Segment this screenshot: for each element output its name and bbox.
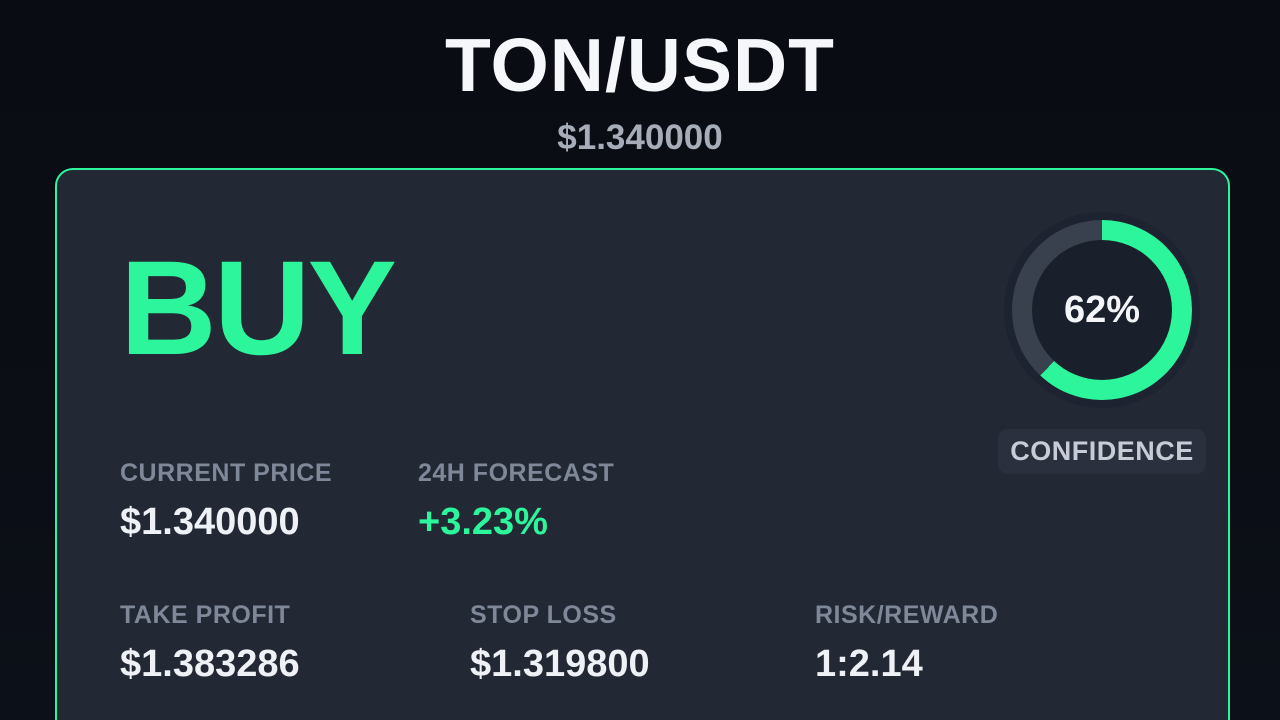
confidence-value: 62%: [1063, 288, 1141, 331]
stat-label: TAKE PROFIT: [120, 601, 291, 629]
confidence-gauge-column: 62% CONFIDENCE: [998, 220, 1206, 474]
signal-card: BUY 62% CONFIDENCE CURRENT PRICE $1.3400…: [55, 168, 1230, 720]
stat-stop-loss: STOP LOSS $1.319800: [470, 600, 815, 688]
stat-risk-reward: RISK/REWARD 1:2.14: [815, 600, 998, 688]
stat-take-profit: TAKE PROFIT $1.383286: [120, 600, 470, 688]
stat-value: $1.319800: [470, 643, 650, 685]
stat-value: $1.340000: [120, 501, 300, 543]
stat-current-price: CURRENT PRICE $1.340000: [120, 458, 418, 546]
stat-24h-forecast: 24H FORECAST +3.23%: [418, 458, 716, 546]
stat-label: 24H FORECAST: [418, 459, 615, 487]
stat-label: STOP LOSS: [470, 601, 617, 629]
stat-value: $1.383286: [120, 643, 300, 685]
stat-value: 1:2.14: [815, 643, 923, 685]
stat-label: RISK/REWARD: [815, 601, 999, 629]
signal-action: BUY: [120, 234, 397, 383]
page-title: TON/USDT: [445, 23, 835, 107]
confidence-badge: CONFIDENCE: [998, 429, 1206, 474]
pair-price: $1.340000: [557, 118, 723, 157]
stats-row-2: TAKE PROFIT $1.383286 STOP LOSS $1.31980…: [120, 600, 998, 688]
confidence-gauge: 62%: [1012, 220, 1192, 400]
stats-row-1: CURRENT PRICE $1.340000 24H FORECAST +3.…: [120, 458, 716, 546]
stat-value: +3.23%: [418, 501, 548, 543]
stat-label: CURRENT PRICE: [120, 459, 333, 487]
